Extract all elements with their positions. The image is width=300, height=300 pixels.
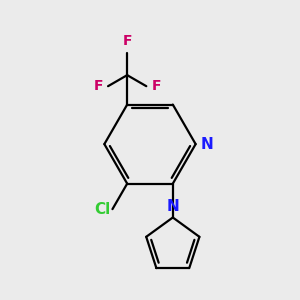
- Text: F: F: [122, 34, 132, 48]
- Text: F: F: [93, 79, 103, 93]
- Text: N: N: [200, 136, 213, 152]
- Text: N: N: [167, 199, 179, 214]
- Text: Cl: Cl: [94, 202, 110, 217]
- Text: F: F: [152, 79, 161, 93]
